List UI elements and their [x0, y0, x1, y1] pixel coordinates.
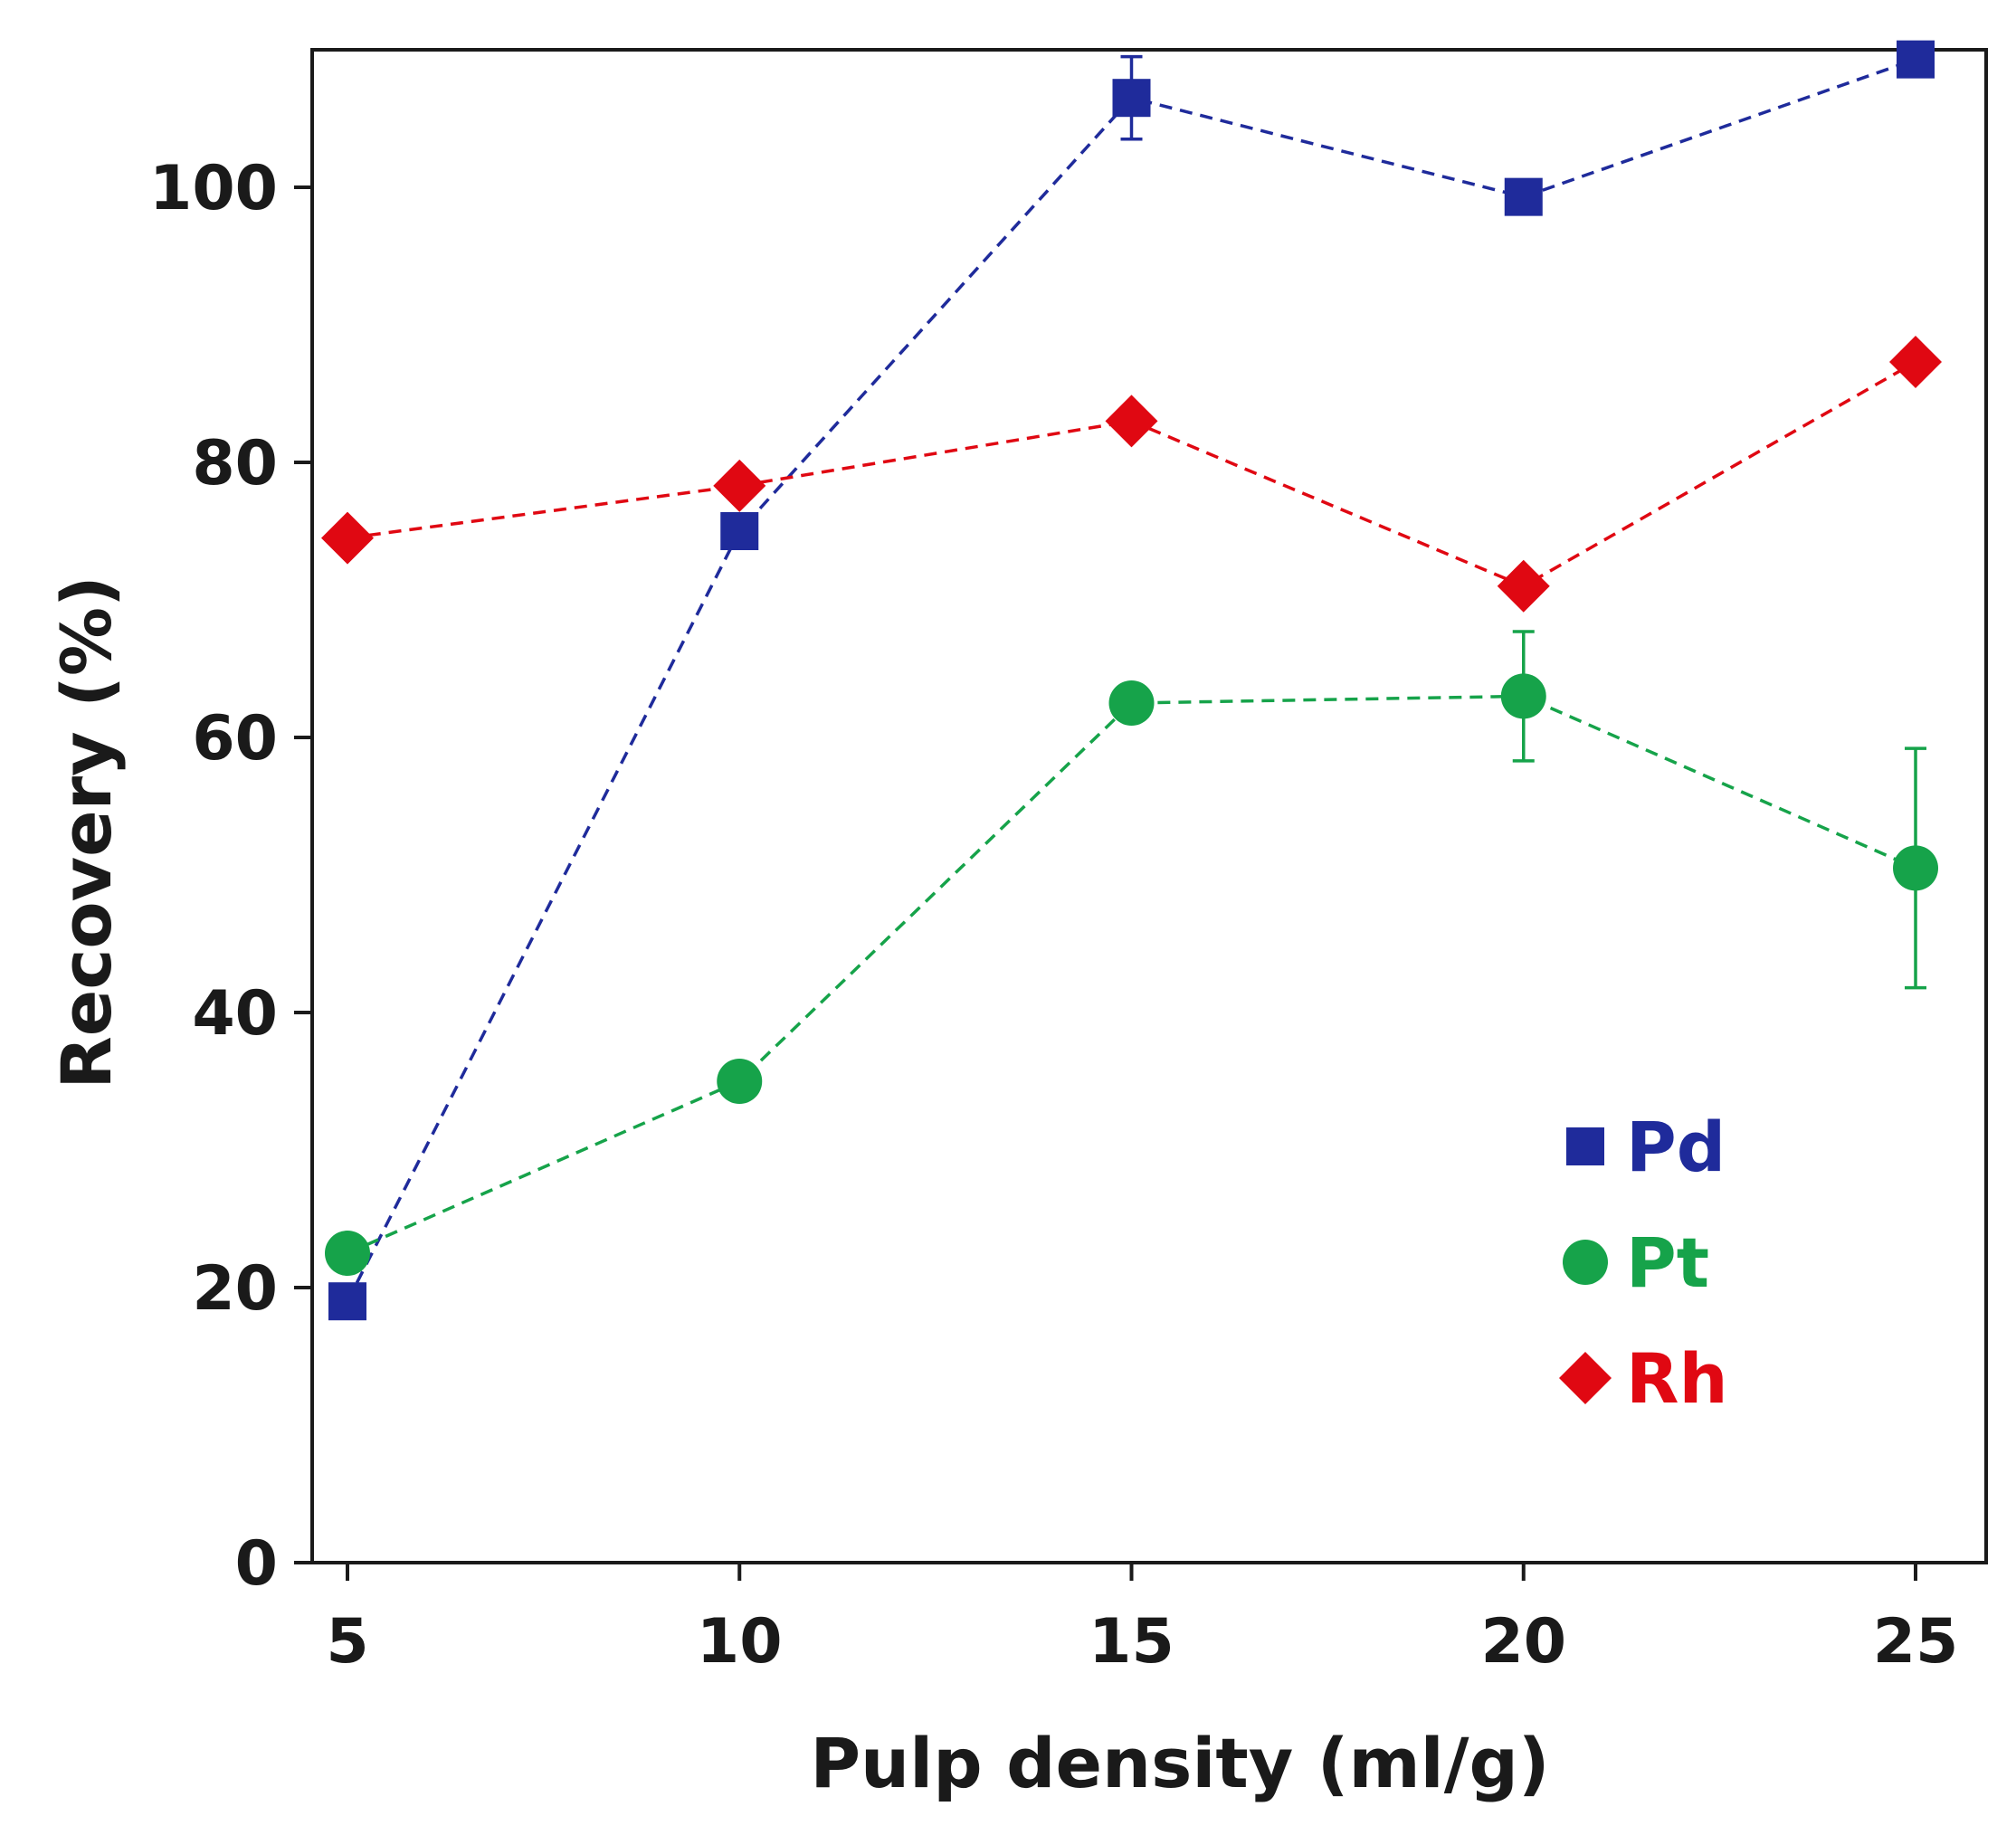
legend-item-pt: Pt [1563, 1222, 1709, 1303]
legend-label-pd: Pd [1626, 1107, 1726, 1187]
x-tick-label: 15 [1089, 1606, 1174, 1678]
pd-point [328, 1282, 366, 1321]
rh-point [1105, 395, 1158, 448]
x-tick-label: 10 [697, 1606, 783, 1678]
x-axis-label: Pulp density (ml/g) [810, 1723, 1549, 1803]
legend-item-rh: Rh [1559, 1338, 1728, 1419]
legend-marker-pt [1563, 1240, 1608, 1285]
rh-point [320, 511, 374, 565]
y-tick-label: 100 [149, 153, 278, 224]
plot-frame [310, 48, 1988, 1564]
pt-series-line [347, 694, 1916, 1255]
pt-point [1893, 845, 1939, 891]
pt-point [1108, 680, 1155, 726]
rh-point [1889, 336, 1943, 389]
axes: 5 10 15 20 25 0 20 40 60 80 100 [149, 48, 1988, 1678]
pt-point [717, 1059, 763, 1104]
rh-point [713, 459, 766, 512]
pd-point [1897, 40, 1935, 79]
legend: Pd Pt Rh [1559, 1107, 1728, 1419]
legend-label-rh: Rh [1626, 1338, 1728, 1419]
data-markers [320, 40, 1943, 1321]
x-tick-label: 20 [1480, 1606, 1566, 1678]
legend-item-pd: Pd [1566, 1107, 1726, 1187]
pd-point [720, 512, 759, 550]
y-tick-label: 60 [192, 703, 278, 775]
y-tick-label: 40 [192, 978, 278, 1050]
x-tick-label: 25 [1873, 1606, 1959, 1678]
legend-label-pt: Pt [1626, 1222, 1709, 1303]
legend-marker-pd [1566, 1127, 1604, 1165]
y-tick-label: 0 [235, 1528, 278, 1600]
y-axis-label: Recovery (%) [46, 575, 127, 1089]
rh-point [1497, 559, 1550, 613]
x-tick-label: 5 [326, 1606, 368, 1678]
pd-point [1112, 79, 1151, 118]
pt-point [324, 1231, 370, 1276]
y-tick-label: 20 [192, 1253, 278, 1325]
y-tick-label: 80 [192, 428, 278, 499]
legend-marker-rh [1559, 1352, 1612, 1404]
pt-point [1500, 673, 1546, 719]
pd-point [1504, 177, 1543, 216]
